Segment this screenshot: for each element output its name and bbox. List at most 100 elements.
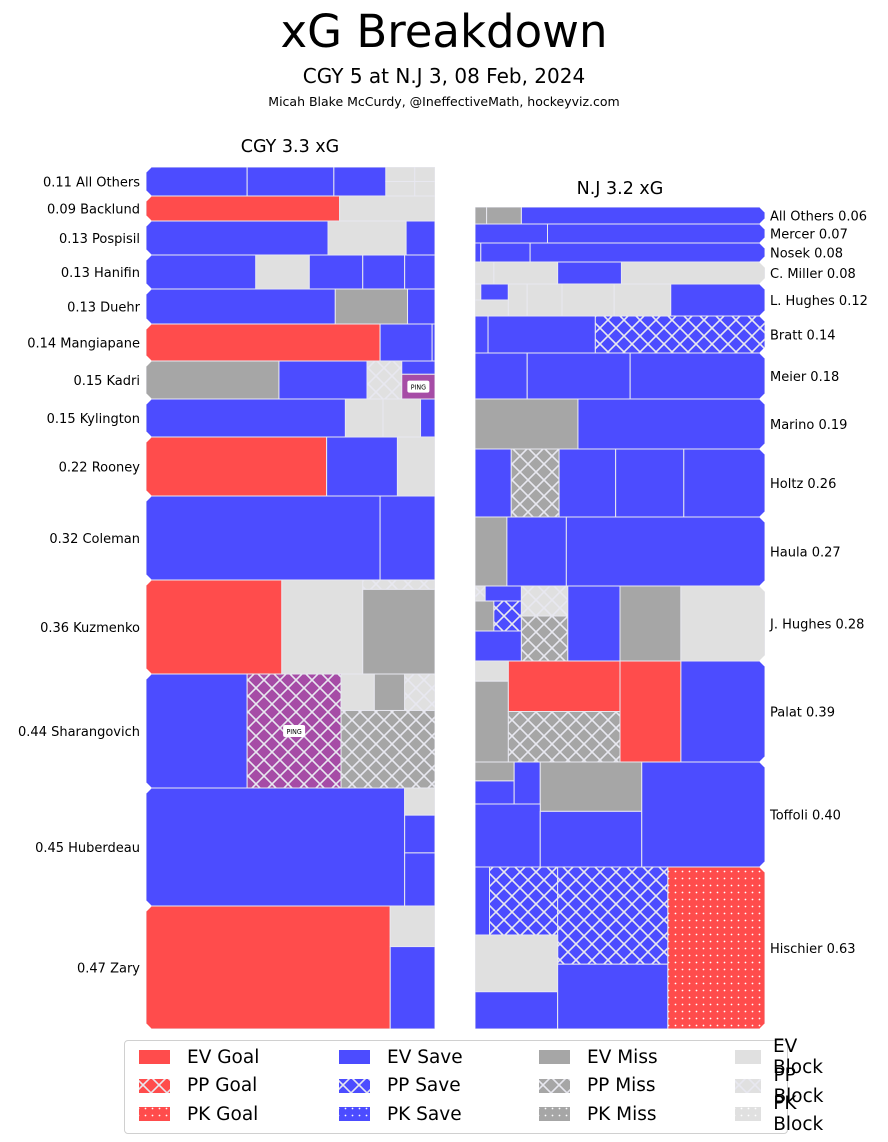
cgy-player-row: 0.15 Kylington xyxy=(47,399,435,437)
legend-item: PK Save xyxy=(331,1100,462,1128)
shot-save xyxy=(565,517,765,586)
shot-save xyxy=(480,284,509,301)
player-label: Marino 0.19 xyxy=(770,418,847,433)
legend-item: PP Miss xyxy=(531,1072,656,1100)
nj-player-row: Mercer 0.07 xyxy=(475,224,848,243)
shot-save xyxy=(484,586,522,602)
legend-label: PP Miss xyxy=(587,1075,656,1096)
shot-save-cross xyxy=(557,867,669,965)
legend-label: EV Block xyxy=(772,1036,823,1078)
shot-save xyxy=(506,517,567,586)
shot-save xyxy=(278,361,368,399)
cgy-player-row: 0.22 Rooney xyxy=(59,437,435,496)
shot-block xyxy=(475,934,559,993)
nj-treemap: All Others 0.06 Mercer 0.07 Nosek 0.08 C. M… xyxy=(475,207,868,1029)
shot-block xyxy=(493,262,559,284)
player-label: Mercer 0.07 xyxy=(770,228,848,243)
ping-annotation: PING xyxy=(283,725,306,737)
legend-item: PP Goal xyxy=(131,1072,257,1100)
player-label: 0.14 Mangiapane xyxy=(27,337,140,352)
player-label: 0.13 Pospisil xyxy=(59,232,140,247)
player-label: 0.47 Zary xyxy=(77,962,140,977)
shot-miss xyxy=(334,289,409,324)
nj-player-row: J. Hughes 0.28 xyxy=(475,586,864,661)
legend-label: PP Block xyxy=(773,1064,824,1107)
legend-swatch-goal-cross xyxy=(139,1078,170,1093)
player-label: J. Hughes 0.28 xyxy=(769,618,864,633)
nj-player-row: Meier 0.18 xyxy=(475,353,839,399)
shot-save xyxy=(547,224,765,243)
legend-item: PP Block xyxy=(727,1065,833,1107)
shot-save xyxy=(146,167,248,196)
shot-block xyxy=(339,196,435,221)
shot-save xyxy=(407,289,435,324)
legend-swatch-miss-cross xyxy=(539,1078,570,1093)
shot-block xyxy=(620,262,765,284)
player-label: 0.15 Kylington xyxy=(47,412,140,427)
shot-miss xyxy=(475,680,509,762)
player-label: L. Hughes 0.12 xyxy=(770,294,868,309)
nj-player-row: Holtz 0.26 xyxy=(475,449,836,517)
cgy-player-row: 0.11 All Others xyxy=(43,167,435,196)
shot-block-cross xyxy=(404,674,435,711)
shot-goal xyxy=(146,196,341,221)
player-label: 0.45 Huberdeau xyxy=(35,841,140,856)
cgy-player-row: PING 0.15 Kadri xyxy=(73,361,435,399)
svg-text:PING: PING xyxy=(286,728,301,736)
cgy-player-row: 0.14 Mangiapane xyxy=(27,324,435,361)
legend-label: EV Save xyxy=(387,1046,463,1068)
shot-block xyxy=(613,284,672,316)
chart-title: xG Breakdown xyxy=(280,5,608,58)
shot-save xyxy=(520,207,765,224)
shot-save xyxy=(475,991,559,1029)
chart-credit: Micah Blake McCurdy, @IneffectiveMath, h… xyxy=(268,94,620,109)
shot-save xyxy=(539,810,643,867)
shot-block xyxy=(561,284,615,316)
legend-swatch-save-solid xyxy=(339,1050,370,1064)
legend-label: PK Save xyxy=(387,1103,462,1125)
shot-miss xyxy=(539,762,643,812)
player-label: 0.09 Backlund xyxy=(47,203,140,218)
shot-save xyxy=(308,255,364,289)
cgy-player-row: PING 0.44 Sharangovich xyxy=(18,674,435,788)
legend-label: PP Goal xyxy=(187,1075,258,1096)
shot-save xyxy=(567,586,621,661)
player-label: 0.44 Sharangovich xyxy=(18,725,140,740)
shot-save xyxy=(475,243,482,262)
shot-save xyxy=(379,324,433,361)
shot-save xyxy=(246,167,335,196)
player-label: Nosek 0.08 xyxy=(770,247,843,262)
shot-block xyxy=(475,661,509,682)
shot-miss xyxy=(475,762,515,782)
shot-save xyxy=(475,630,522,661)
nj-player-row: Haula 0.27 xyxy=(475,517,841,586)
shot-save xyxy=(629,353,765,399)
shot-miss xyxy=(362,588,435,674)
shot-block xyxy=(475,299,509,316)
legend-swatch-goal-dots xyxy=(139,1107,170,1121)
shot-save xyxy=(680,661,765,762)
legend-swatch-save-cross xyxy=(339,1078,370,1093)
cgy-player-row: 0.32 Coleman xyxy=(49,496,435,580)
shot-save xyxy=(577,399,765,449)
shot-block xyxy=(526,284,563,316)
shot-save xyxy=(404,255,435,289)
legend-label: PP Save xyxy=(387,1075,461,1096)
player-label: 0.36 Kuzmenko xyxy=(40,621,140,636)
shot-save xyxy=(405,221,435,255)
cgy-panel-title: CGY 3.3 xG xyxy=(240,137,340,157)
shot-goal xyxy=(507,661,621,712)
legend-swatch-miss-solid xyxy=(539,1050,570,1064)
shot-block xyxy=(414,181,435,196)
cgy-player-row: 0.13 Duehr xyxy=(67,289,435,324)
shot-save xyxy=(487,316,596,353)
nj-player-row: C. Miller 0.08 xyxy=(475,262,856,284)
legend-swatch-save-dots xyxy=(339,1107,370,1121)
shot-miss xyxy=(475,600,495,632)
shot-save xyxy=(389,946,435,1029)
player-label: 0.13 Duehr xyxy=(67,301,141,316)
shot-miss-cross xyxy=(510,449,560,517)
nj-player-row: Palat 0.39 xyxy=(475,661,835,762)
shot-save xyxy=(420,399,435,437)
